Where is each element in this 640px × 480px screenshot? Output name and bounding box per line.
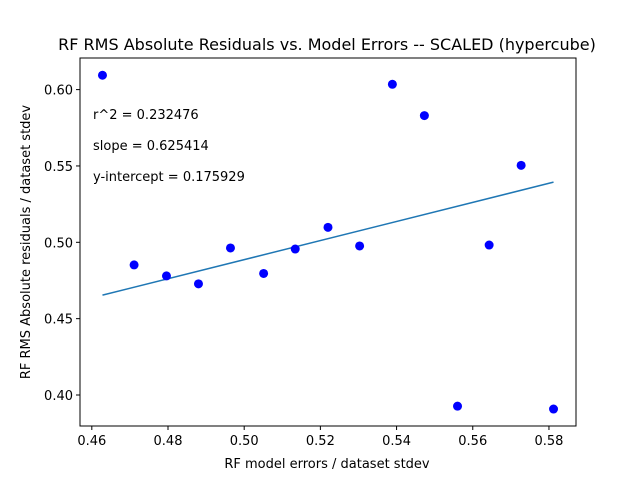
y-tick-label: 0.40 (44, 389, 73, 404)
x-tick-label: 0.50 (230, 434, 259, 449)
y-tick-label: 0.50 (44, 236, 73, 251)
y-tick-label: 0.60 (44, 84, 73, 99)
x-axis-label: RF model errors / dataset stdev (224, 457, 430, 472)
data-point (130, 260, 139, 269)
annotation-slope: slope = 0.625414 (93, 139, 209, 154)
chart-title: RF RMS Absolute Residuals vs. Model Erro… (58, 35, 596, 54)
data-point (453, 402, 462, 411)
data-point (259, 269, 268, 278)
y-tick-label: 0.55 (44, 160, 73, 175)
x-tick-label: 0.48 (154, 434, 183, 449)
data-point (324, 223, 333, 232)
x-tick-label: 0.56 (458, 434, 487, 449)
data-point (162, 271, 171, 280)
data-point (485, 241, 494, 250)
data-point (355, 241, 364, 250)
data-point (291, 245, 300, 254)
x-tick-label: 0.58 (534, 434, 563, 449)
x-tick-label: 0.52 (306, 434, 335, 449)
data-point (226, 243, 235, 252)
data-point (388, 80, 397, 89)
data-point (98, 71, 107, 80)
y-tick-label: 0.45 (44, 313, 73, 328)
x-tick-label: 0.54 (382, 434, 411, 449)
data-point (420, 111, 429, 120)
data-point (549, 405, 558, 414)
x-tick-label: 0.46 (77, 434, 106, 449)
annotation-y-intercept: y-intercept = 0.175929 (93, 170, 245, 185)
y-axis-label: RF RMS Absolute residuals / dataset stde… (19, 105, 34, 380)
data-point (517, 161, 526, 170)
annotation-r-squared: r^2 = 0.232476 (93, 108, 199, 123)
data-point (194, 279, 203, 288)
